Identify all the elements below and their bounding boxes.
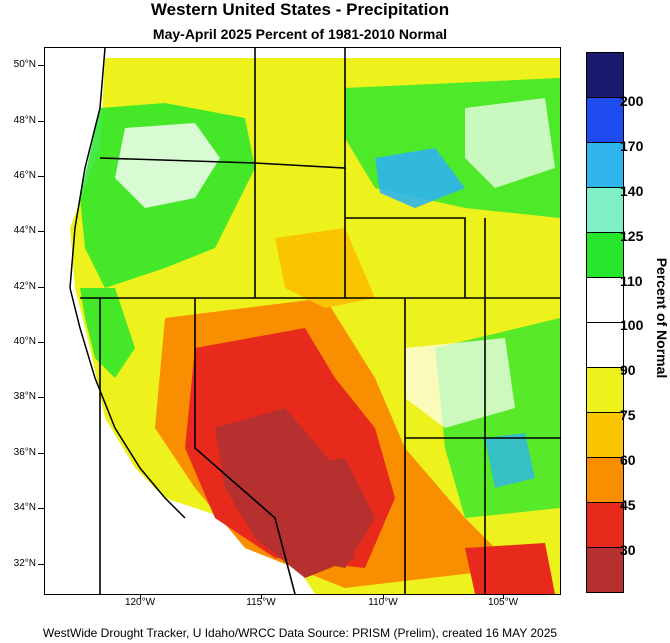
legend-box-5 [587, 233, 623, 278]
lat-tick-34 [38, 508, 44, 509]
legend-label-200: 200 [620, 93, 644, 109]
region-montana-cyan [375, 148, 465, 208]
lat-tick-40 [38, 342, 44, 343]
lon-label-120: 120°W [124, 597, 156, 608]
legend-box-10 [587, 458, 623, 503]
legend-box-8 [587, 368, 623, 413]
lat-label-40: 40°N [13, 336, 36, 347]
legend-box-2 [587, 98, 623, 143]
lat-label-34: 34°N [13, 502, 36, 513]
lat-label-32: 32°N [13, 558, 36, 569]
legend-label-170: 170 [620, 138, 644, 154]
lat-label-42: 42°N [13, 281, 36, 292]
lat-tick-44 [38, 231, 44, 232]
lat-label-36: 36°N [13, 447, 36, 458]
lat-tick-50 [38, 65, 44, 66]
legend-label-140: 140 [620, 183, 644, 199]
lon-tick-110 [383, 594, 384, 599]
region-arizona-darkred [275, 458, 375, 568]
footer-credit: WestWide Drought Tracker, U Idaho/WRCC D… [42, 626, 558, 640]
legend-label-90: 90 [620, 362, 636, 378]
lat-tick-46 [38, 176, 44, 177]
legend-title: Percent of Normal [654, 257, 670, 379]
map-canvas [69, 48, 560, 594]
lat-tick-32 [38, 564, 44, 565]
lon-tick-115 [261, 594, 262, 599]
lat-tick-36 [38, 453, 44, 454]
lat-label-48: 48°N [13, 115, 36, 126]
legend-label-30: 30 [620, 542, 636, 558]
region-colorado-blue [485, 433, 535, 488]
precipitation-map [44, 47, 561, 595]
lat-label-50: 50°N [13, 59, 36, 70]
legend-label-110: 110 [620, 273, 643, 289]
coastline [69, 48, 186, 519]
legend-box-11 [587, 503, 623, 548]
legend-box-1 [587, 53, 623, 98]
state-boundaries [80, 48, 560, 594]
region-new-mexico-red [465, 543, 555, 594]
legend-box-6 [587, 278, 623, 323]
legend-label-60: 60 [620, 452, 636, 468]
legend-box-12 [587, 548, 623, 592]
legend-label-45: 45 [620, 497, 636, 513]
lon-label-110: 110°W [368, 597, 398, 608]
lat-label-38: 38°N [13, 391, 36, 402]
legend-label-75: 75 [620, 407, 636, 423]
legend-box-4 [587, 188, 623, 233]
region-colorado-white [405, 338, 515, 428]
lat-tick-42 [38, 287, 44, 288]
legend-label-125: 125 [620, 228, 644, 244]
region-northwest-white [115, 123, 220, 208]
legend-colorbar [586, 52, 624, 593]
lat-label-46: 46°N [13, 170, 36, 181]
legend-box-3 [587, 143, 623, 188]
lon-tick-120 [140, 594, 141, 599]
region-utah-orange [275, 228, 375, 308]
legend-box-7 [587, 323, 623, 368]
map-subtitle: May-April 2025 Percent of 1981-2010 Norm… [152, 26, 448, 42]
legend-label-100: 100 [620, 317, 644, 333]
lon-label-105: 105°W [487, 597, 519, 608]
lat-tick-38 [38, 397, 44, 398]
map-title: Western United States - Precipitation [150, 0, 450, 19]
lon-tick-105 [503, 594, 504, 599]
region-california-coast [80, 288, 135, 378]
lat-label-44: 44°N [13, 225, 36, 236]
lon-label-115: 115°W [246, 597, 276, 608]
lat-tick-48 [38, 121, 44, 122]
legend-box-9 [587, 413, 623, 458]
region-montana-white [465, 98, 555, 188]
